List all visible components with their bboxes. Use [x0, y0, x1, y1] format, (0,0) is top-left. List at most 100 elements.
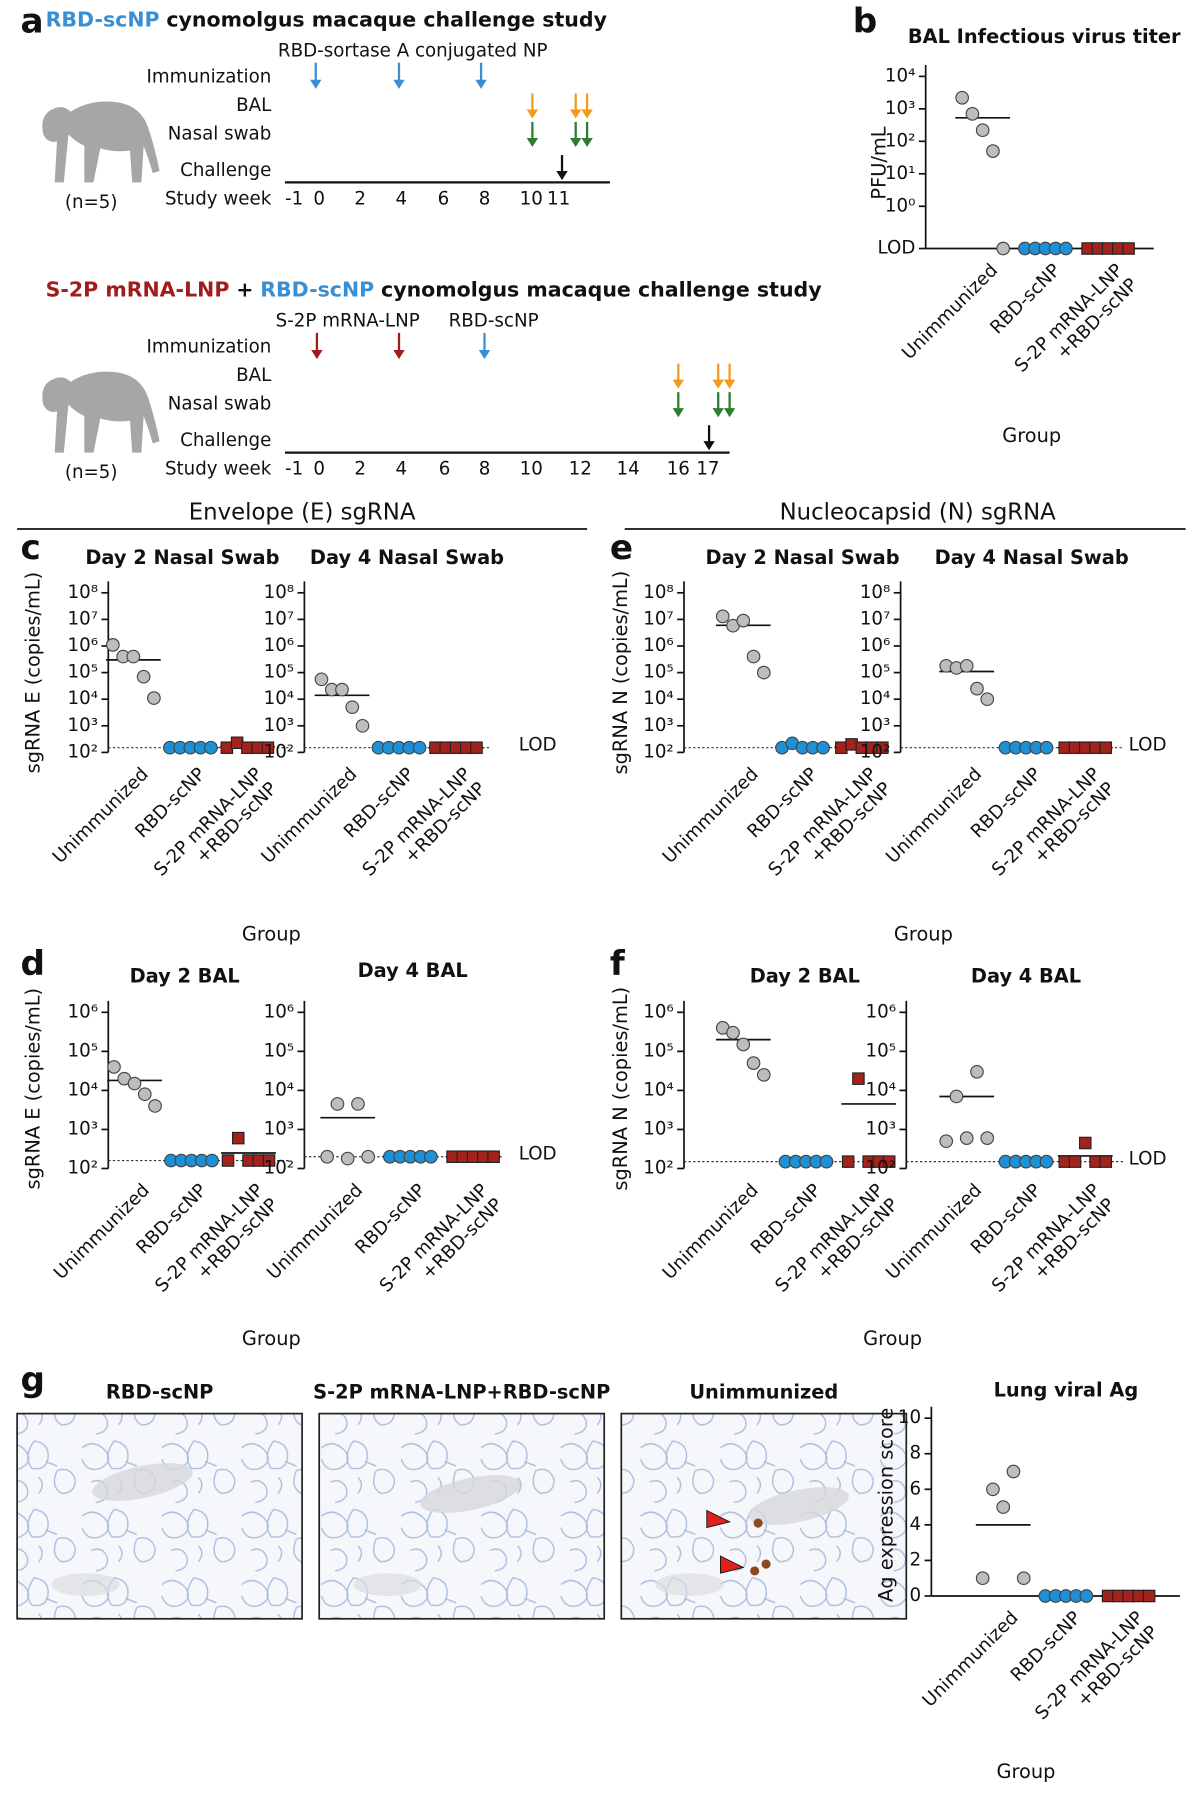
data-point — [959, 658, 974, 673]
arrow-head — [526, 109, 539, 119]
data-point — [980, 1131, 995, 1145]
y-tick-label: LOD — [878, 238, 916, 259]
row-label: Study week — [165, 459, 272, 480]
data-point — [1039, 740, 1054, 755]
data-point — [107, 1060, 121, 1074]
arrow-head — [526, 137, 539, 148]
panel-letter: f — [610, 944, 626, 984]
antigen-stain — [753, 1518, 763, 1528]
y-tick-label: 10⁶ — [643, 635, 674, 656]
data-point — [1016, 1571, 1031, 1586]
data-point — [126, 649, 141, 664]
antigen-stain — [750, 1566, 760, 1576]
y-axis-title: sgRNA E (copies/mL) — [22, 572, 45, 774]
group-size: (n=5) — [65, 462, 118, 483]
x-axis-title: Group — [863, 1327, 922, 1350]
image-title: S-2P mRNA-LNP+RBD-scNP — [313, 1381, 610, 1404]
data-point — [335, 682, 349, 697]
y-axis-title: sgRNA E (copies/mL) — [22, 988, 45, 1190]
arrow-head — [570, 137, 582, 148]
data-point — [205, 1153, 219, 1168]
y-tick-label: 10⁶ — [264, 1001, 295, 1022]
immunogen-label: RBD-scNP — [449, 310, 539, 331]
data-point — [320, 1149, 335, 1164]
y-tick-label: 10¹ — [885, 163, 916, 184]
data-point — [424, 1149, 438, 1164]
y-tick-label: 10⁴ — [643, 1079, 674, 1100]
data-point — [726, 1025, 740, 1040]
y-tick-label: 10³ — [264, 1118, 295, 1139]
y-tick-label: 6 — [910, 1478, 922, 1499]
y-tick-label: 10⁶ — [68, 1001, 99, 1022]
lod-label: LOD — [519, 734, 557, 755]
data-point — [882, 1155, 896, 1168]
data-point — [819, 1154, 834, 1169]
data-point — [1006, 1464, 1021, 1479]
week-label: 12 — [569, 459, 592, 480]
data-point — [261, 741, 275, 754]
arrow-head — [311, 349, 323, 360]
data-point — [959, 1131, 974, 1145]
data-point — [230, 736, 244, 750]
y-tick-label: 10² — [68, 1158, 99, 1179]
data-point — [1122, 1589, 1135, 1603]
y-tick-label: 10³ — [264, 715, 295, 736]
data-point — [470, 741, 483, 754]
data-point — [852, 1072, 865, 1085]
data-point — [1132, 1589, 1146, 1603]
week-label: 17 — [696, 459, 719, 480]
data-point — [876, 741, 889, 754]
study-title-part: S-2P mRNA-LNP — [46, 278, 230, 302]
data-point — [137, 1087, 152, 1102]
week-label: 0 — [313, 189, 325, 210]
y-tick-label: 10⁷ — [264, 608, 295, 629]
y-tick-label: 10⁸ — [264, 582, 295, 603]
data-point — [845, 738, 858, 751]
y-tick-label: 10² — [866, 1158, 897, 1179]
panel-letter: a — [21, 1, 44, 41]
panel-letter: e — [610, 528, 633, 568]
y-tick-label: 10² — [68, 741, 99, 762]
week-label: 4 — [395, 459, 407, 480]
data-point — [361, 1149, 376, 1164]
y-tick-label: 10⁶ — [866, 1001, 897, 1022]
panel-letter: b — [853, 1, 877, 41]
tissue-region — [51, 1573, 120, 1596]
data-point — [262, 1154, 276, 1167]
arrow-head — [712, 408, 724, 418]
data-point — [986, 144, 1000, 158]
data-point — [1068, 1155, 1082, 1168]
data-point — [1039, 1154, 1054, 1169]
y-tick-label: 10⁶ — [264, 635, 295, 656]
data-point — [127, 1076, 142, 1091]
y-tick-label: 0 — [910, 1585, 922, 1606]
tissue-region — [353, 1573, 422, 1596]
week-label: 0 — [313, 459, 325, 480]
arrow-head — [393, 349, 405, 360]
data-point — [986, 1482, 1000, 1497]
data-point — [1099, 741, 1113, 754]
week-label: 6 — [438, 189, 450, 210]
pointer-arrow — [706, 1509, 731, 1529]
arrow-head — [310, 79, 322, 89]
tissue-region — [655, 1573, 724, 1596]
row-label: Challenge — [180, 160, 271, 181]
data-point — [996, 1500, 1011, 1514]
y-axis-title: sgRNA N (copies/mL) — [609, 571, 632, 775]
y-tick-label: 10⁵ — [643, 1040, 674, 1061]
data-point — [314, 672, 329, 687]
row-label: Challenge — [180, 430, 271, 451]
arrow-head — [581, 137, 593, 148]
data-point — [841, 1155, 855, 1168]
section-header: Nucleocapsid (N) sgRNA — [780, 500, 1057, 526]
y-tick-label: 8 — [910, 1443, 922, 1464]
immunogen-label: RBD-sortase A conjugated NP — [278, 40, 548, 61]
y-tick-label: 10⁴ — [68, 1079, 99, 1100]
arrow-head — [393, 79, 405, 89]
y-tick-label: 10³ — [885, 98, 916, 119]
study-title: RBD-scNP cynomolgus macaque challenge stu… — [46, 8, 607, 32]
chart-title: Day 4 BAL — [971, 964, 1081, 987]
y-tick-label: 10 — [898, 1407, 921, 1428]
row-label: BAL — [236, 365, 272, 386]
study-title-part: RBD-scNP — [260, 278, 374, 302]
